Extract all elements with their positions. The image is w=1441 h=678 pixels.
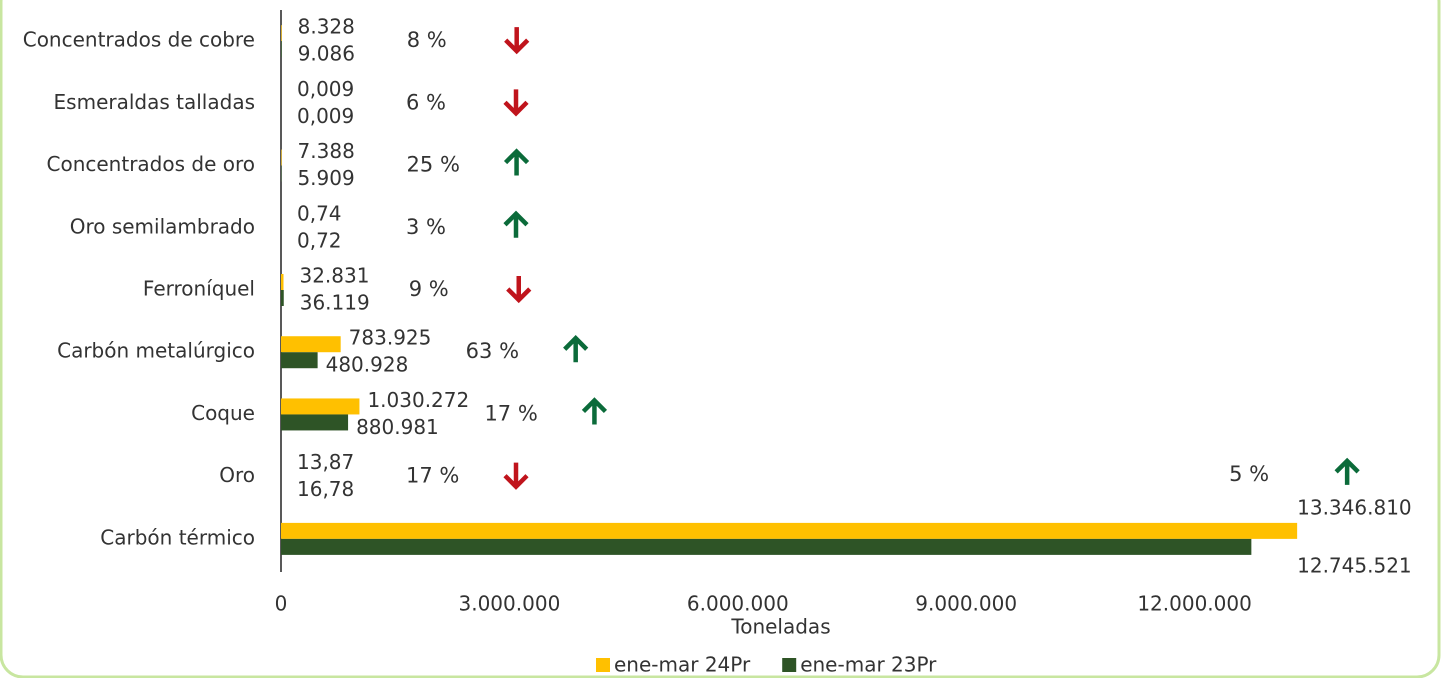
legend-label: ene-mar 23Pr xyxy=(800,653,937,677)
legend-label: ene-mar 24Pr xyxy=(614,653,751,677)
value-label: 0,009 xyxy=(297,104,354,128)
bar xyxy=(281,522,1298,539)
trend-arrow xyxy=(1334,457,1360,485)
trend-arrow xyxy=(503,89,529,117)
trend-arrow xyxy=(506,276,532,304)
trend-arrow xyxy=(581,397,608,425)
value-label: 13,87 xyxy=(297,450,354,474)
trend-arrow xyxy=(504,27,530,55)
y-tick-label: Concentrados de cobre xyxy=(23,28,255,52)
value-label: 13.346.810 xyxy=(1297,495,1412,519)
change-label: 6 % xyxy=(406,90,446,114)
change-label: 63 % xyxy=(466,339,519,363)
trend-arrow xyxy=(503,462,529,490)
y-tick-label: Carbón metalúrgico xyxy=(57,339,255,363)
change-label: 5 % xyxy=(1229,462,1269,486)
y-tick-label: Concentrados de oro xyxy=(47,152,256,176)
value-label: 36.119 xyxy=(300,291,370,315)
change-label: 17 % xyxy=(406,464,459,488)
value-label: 0,72 xyxy=(297,228,342,252)
trend-arrow xyxy=(503,210,529,238)
value-label: 7.388 xyxy=(298,139,355,163)
change-label: 3 % xyxy=(406,215,446,239)
change-label: 25 % xyxy=(407,153,460,177)
value-label: 12.745.521 xyxy=(1297,553,1412,577)
bar xyxy=(281,41,282,58)
bar xyxy=(281,398,360,415)
trend-arrow xyxy=(563,335,589,363)
value-label: 32.831 xyxy=(299,264,369,288)
bar xyxy=(281,352,318,369)
value-label: 9.086 xyxy=(298,42,355,66)
value-label: 783.925 xyxy=(349,326,432,350)
change-label: 17 % xyxy=(484,401,537,425)
value-label: 1.030.272 xyxy=(367,388,469,412)
bar xyxy=(281,274,284,290)
trend-arrow xyxy=(503,148,530,176)
x-tick-label: 0 xyxy=(275,592,288,616)
y-tick-label: Esmeraldas talladas xyxy=(54,90,255,114)
value-label: 8.328 xyxy=(298,15,355,39)
bar xyxy=(281,149,282,166)
bar xyxy=(281,538,1252,555)
y-tick-label: Oro semilambrado xyxy=(70,214,255,238)
y-tick-label: Coque xyxy=(191,401,255,425)
legend-swatch xyxy=(596,658,610,672)
change-label: 9 % xyxy=(409,277,449,301)
x-tick-label: 3.000.000 xyxy=(459,592,561,616)
value-label: 880.981 xyxy=(356,415,439,439)
y-tick-label: Oro xyxy=(219,463,255,487)
value-label: 480.928 xyxy=(326,353,409,377)
bar xyxy=(281,25,282,42)
x-tick-label: 6.000.000 xyxy=(687,592,789,616)
value-label: 0,009 xyxy=(297,77,354,101)
x-axis-label: Toneladas xyxy=(730,615,830,639)
bar xyxy=(281,414,349,431)
legend-swatch xyxy=(782,658,797,672)
value-label: 16,78 xyxy=(297,477,354,501)
x-tick-label: 9.000.000 xyxy=(915,592,1017,616)
change-label: 8 % xyxy=(407,28,447,52)
x-tick-label: 12.000.000 xyxy=(1137,592,1252,616)
bar xyxy=(281,336,341,353)
value-label: 5.909 xyxy=(297,166,354,190)
y-tick-label: Carbón térmico xyxy=(100,525,255,549)
bar xyxy=(281,290,284,306)
y-tick-label: Ferroníquel xyxy=(143,277,255,301)
value-label: 0,74 xyxy=(297,201,342,225)
